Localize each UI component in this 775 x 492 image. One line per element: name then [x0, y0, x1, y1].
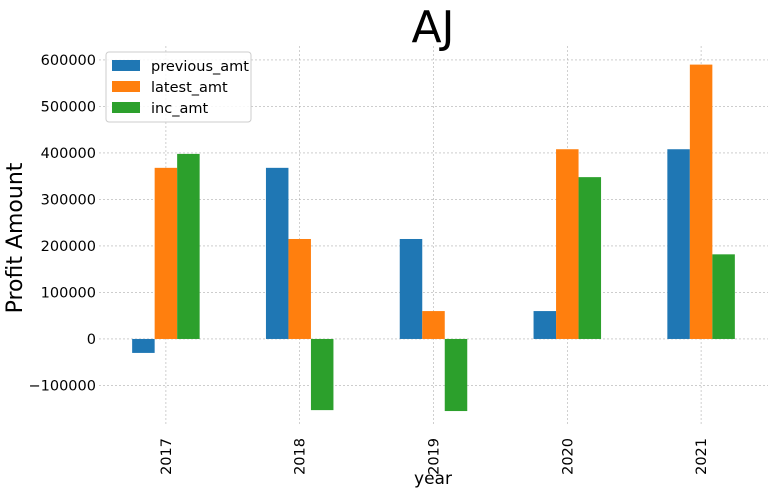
legend-label: previous_amt [151, 59, 249, 75]
x-tick-label: 2019 [427, 438, 443, 475]
bars [132, 64, 735, 412]
y-tick-label: −100000 [28, 378, 96, 394]
y-tick-label: 300000 [41, 192, 96, 208]
bar-previous_amt-2021 [667, 149, 690, 339]
y-tick-label: 500000 [41, 99, 96, 115]
y-tick-label: 100000 [41, 285, 96, 301]
x-tick-label: 2018 [293, 438, 309, 475]
legend-box [105, 51, 252, 123]
y-axis-label: Profit Amount [3, 162, 28, 313]
x-tick-label: 2020 [560, 438, 576, 475]
y-axis-ticks: −100000 0 100000 200000 300000 400000 500000 60… [28, 53, 96, 395]
y-tick-label: 600000 [41, 53, 96, 69]
bar-previous_amt-2018 [265, 167, 289, 339]
chart-title: AJ [411, 2, 454, 53]
bar-inc_amt-2020 [578, 177, 602, 339]
y-tick-label: 400000 [41, 146, 96, 162]
bar-previous_amt-2017 [132, 338, 155, 353]
x-axis-label: year [414, 469, 452, 489]
bar-inc_amt-2021 [712, 254, 735, 339]
bar-previous_amt-2020 [533, 311, 557, 339]
bar-latest_amt-2019 [422, 311, 445, 339]
legend-entries: previous_amt latest_amt inc_amt [112, 59, 249, 117]
legend-label: inc_amt [151, 101, 208, 117]
bar-inc_amt-2019 [444, 338, 468, 412]
bar-latest_amt-2017 [154, 167, 178, 339]
bar-latest_amt-2018 [288, 238, 311, 339]
x-axis-ticks: 2017 2018 2019 2020 2021 [159, 438, 710, 475]
x-tick-label: 2017 [159, 438, 175, 475]
legend-swatch [112, 81, 140, 92]
y-tick-label: 200000 [41, 239, 96, 255]
bar-inc_amt-2018 [310, 338, 334, 411]
legend-swatch [112, 102, 140, 113]
x-tick-label: 2021 [694, 438, 710, 475]
legend: previous_amt latest_amt inc_amt [105, 51, 252, 123]
y-tick-label: 0 [87, 332, 96, 348]
legend-label: latest_amt [151, 80, 228, 96]
bar-latest_amt-2021 [689, 64, 713, 339]
legend-swatch [112, 60, 140, 71]
bar-inc_amt-2017 [177, 153, 200, 339]
bar-latest_amt-2020 [556, 149, 579, 339]
bar-previous_amt-2019 [399, 238, 423, 339]
